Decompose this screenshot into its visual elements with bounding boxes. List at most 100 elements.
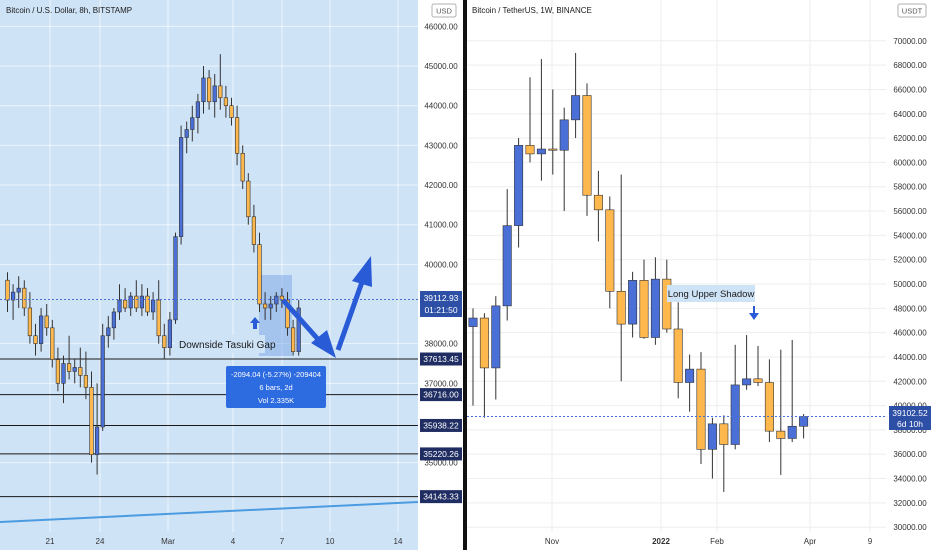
right-y-tick-label: 42000.00 bbox=[893, 377, 927, 386]
left-candle bbox=[123, 299, 128, 309]
left-candle bbox=[190, 117, 195, 130]
right-y-tick-label: 44000.00 bbox=[893, 353, 927, 362]
left-countdown: 01:21:50 bbox=[424, 305, 457, 315]
left-candle bbox=[117, 299, 122, 313]
left-candle bbox=[274, 295, 279, 305]
left-x-tick-label: 24 bbox=[96, 537, 105, 546]
left-y-tick-label: 35000.00 bbox=[424, 459, 458, 468]
left-x-axis[interactable]: 21 24 Mar 4 7 10 14 bbox=[46, 537, 403, 546]
left-candle bbox=[83, 375, 88, 388]
right-x-tick-label: Nov bbox=[545, 537, 559, 546]
right-y-axis[interactable]: 70000.00 68000.00 66000.00 64000.00 62000.00… bbox=[893, 37, 927, 532]
right-candle bbox=[730, 384, 740, 445]
left-candle bbox=[50, 327, 55, 360]
right-y-tick-label: 62000.00 bbox=[893, 134, 927, 143]
right-y-tick-label: 56000.00 bbox=[893, 207, 927, 216]
right-candle bbox=[685, 368, 695, 383]
level-label-bg bbox=[420, 388, 462, 402]
left-candle bbox=[134, 295, 139, 309]
left-annotation: Downside Tasuki Gap bbox=[175, 335, 276, 353]
left-candle bbox=[22, 287, 27, 309]
right-candle bbox=[536, 148, 546, 155]
left-y-tick-label: 43000.00 bbox=[424, 141, 458, 150]
level-label: 35220.26 bbox=[423, 449, 459, 459]
right-current-price-label: 39102.52 6d 10h bbox=[889, 406, 931, 430]
left-candle bbox=[262, 303, 268, 309]
right-y-tick-label: 66000.00 bbox=[893, 85, 927, 94]
left-y-tick-label: 41000.00 bbox=[424, 221, 458, 230]
right-candle bbox=[707, 423, 717, 450]
right-y-tick-label: 52000.00 bbox=[893, 256, 927, 265]
left-candle bbox=[246, 180, 251, 218]
right-chart[interactable]: Long Upper Shadow 70000.00 68000.00 66000.… bbox=[467, 0, 932, 550]
left-x-tick-label: 21 bbox=[46, 537, 55, 546]
right-candle bbox=[753, 378, 763, 383]
right-candle bbox=[799, 416, 809, 427]
right-candle bbox=[662, 278, 672, 330]
right-currency-badge[interactable]: USDT bbox=[897, 3, 927, 18]
right-candle bbox=[719, 423, 729, 445]
left-candle bbox=[95, 426, 100, 456]
left-candle bbox=[27, 307, 33, 337]
right-candle bbox=[502, 225, 512, 307]
left-candle bbox=[38, 315, 44, 344]
right-candle bbox=[548, 148, 558, 151]
left-y-axis[interactable]: 46000.00 45000.00 44000.00 43000.00 42000.00… bbox=[424, 22, 458, 467]
measure-tooltip: -2094.04 (-5.27%) -209404 6 bars, 2d Vol… bbox=[226, 366, 326, 408]
left-x-tick-label: 10 bbox=[326, 537, 335, 546]
left-candle bbox=[106, 327, 111, 337]
right-y-tick-label: 30000.00 bbox=[893, 523, 927, 532]
right-y-tick-label: 60000.00 bbox=[893, 158, 927, 167]
right-y-tick-label: 54000.00 bbox=[893, 231, 927, 240]
left-currency: USD bbox=[436, 7, 452, 16]
right-y-tick-label: 68000.00 bbox=[893, 61, 927, 70]
left-x-tick-label: 4 bbox=[231, 537, 236, 546]
left-candle bbox=[55, 359, 60, 384]
left-y-tick-label: 46000.00 bbox=[424, 22, 458, 31]
right-x-axis[interactable]: Nov 2022 Feb Apr 9 bbox=[545, 537, 873, 546]
left-candle bbox=[195, 101, 201, 118]
left-y-tick-label: 40000.00 bbox=[424, 260, 458, 269]
left-chart[interactable]: Downside Tasuki Gap -2094.04 (-5.27%) -2… bbox=[0, 0, 463, 550]
right-candle bbox=[696, 368, 706, 450]
left-currency-badge[interactable]: USD bbox=[431, 3, 457, 18]
small-up-arrow bbox=[250, 317, 260, 329]
left-candle bbox=[212, 85, 217, 103]
left-current-price-label: 39112.93 01:21:50 bbox=[420, 291, 462, 317]
right-chart-title: Bitcoin / TetherUS, 1W, BINANCE bbox=[472, 6, 592, 15]
right-y-tick-label: 36000.00 bbox=[893, 450, 927, 459]
left-candle bbox=[240, 153, 245, 182]
right-y-tick-label: 70000.00 bbox=[893, 37, 927, 46]
right-candle bbox=[525, 145, 535, 155]
left-candle bbox=[139, 295, 145, 309]
level-label: 35938.22 bbox=[423, 420, 459, 430]
forecast-arrows bbox=[250, 256, 372, 358]
left-candle bbox=[11, 291, 16, 301]
left-candle bbox=[290, 327, 296, 352]
right-x-tick-label: Apr bbox=[804, 537, 817, 546]
right-y-tick-label: 58000.00 bbox=[893, 183, 927, 192]
left-candle bbox=[218, 85, 223, 99]
right-candle bbox=[479, 317, 489, 369]
right-y-tick-label: 38000.00 bbox=[893, 426, 927, 435]
right-x-tick-label: Feb bbox=[710, 537, 724, 546]
right-x-tick-label: 2022 bbox=[652, 537, 670, 546]
left-candle bbox=[145, 295, 150, 313]
left-candles bbox=[5, 54, 301, 475]
right-grid bbox=[467, 0, 886, 532]
left-candle bbox=[33, 335, 38, 344]
left-candle bbox=[235, 117, 240, 154]
left-candle bbox=[229, 105, 234, 118]
left-candle bbox=[201, 77, 206, 103]
left-candle bbox=[44, 315, 49, 329]
right-y-tick-label: 46000.00 bbox=[893, 329, 927, 338]
left-y-tick-label: 38000.00 bbox=[424, 340, 458, 349]
right-candle bbox=[776, 430, 786, 439]
left-candle bbox=[279, 295, 285, 301]
left-x-tick-label: Mar bbox=[161, 537, 175, 546]
left-candle bbox=[78, 367, 83, 376]
right-current-price: 39102.52 bbox=[892, 408, 928, 418]
right-candle bbox=[605, 209, 615, 292]
left-candle bbox=[285, 299, 290, 329]
left-chart-title: Bitcoin / U.S. Dollar, 8h, BITSTAMP bbox=[6, 6, 132, 15]
